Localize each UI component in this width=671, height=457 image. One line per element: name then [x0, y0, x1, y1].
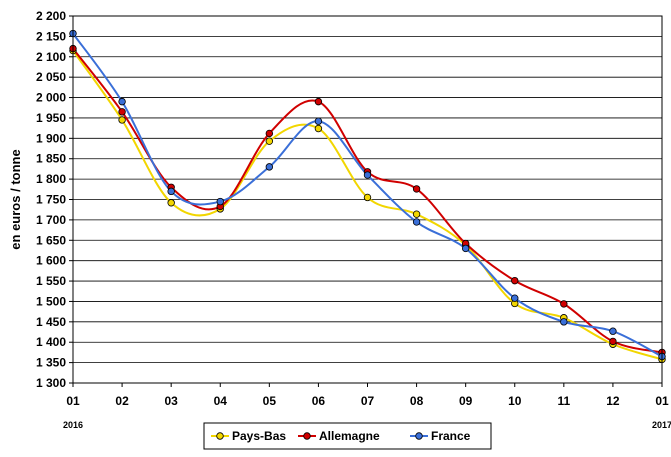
y-tick-label: 1 600 — [36, 254, 66, 268]
y-tick-label: 1 550 — [36, 274, 66, 288]
legend-label-allemagne: Allemagne — [319, 429, 380, 443]
y-tick-label: 1 650 — [36, 233, 66, 247]
data-point-france — [511, 294, 519, 302]
data-point-pays-bas — [118, 116, 126, 124]
x-tick-label: 10 — [508, 394, 522, 408]
x-tick-label: 06 — [312, 394, 326, 408]
data-point-allemagne — [511, 276, 519, 285]
legend-marker-pays-bas — [216, 432, 224, 440]
y-tick-label: 1 500 — [36, 294, 66, 308]
data-point-allemagne — [412, 185, 421, 193]
y-tick-label: 1 750 — [36, 193, 66, 207]
y-tick-label: 1 900 — [36, 131, 66, 145]
data-point-allemagne — [609, 337, 617, 346]
data-point-france — [363, 171, 372, 179]
data-point-france — [609, 327, 617, 335]
y-tick-label: 1 950 — [36, 111, 66, 125]
x-tick-label: 03 — [164, 394, 178, 408]
x-tick-label: 02 — [115, 394, 129, 408]
x-tick-label: 01 — [66, 394, 80, 408]
data-point-france — [167, 187, 175, 196]
legend-box — [203, 422, 492, 450]
y-axis-ticks: 1 300 1 350 1 400 1 450 1 500 1 550 1 600 1 650… — [36, 9, 73, 390]
x-tick-label: 07 — [361, 394, 375, 408]
data-point-france — [265, 163, 274, 171]
legend-marker-allemagne — [303, 432, 311, 440]
data-point-pays-bas — [314, 124, 323, 133]
y-axis-label: en euros / tonne — [8, 149, 23, 249]
data-point-france — [461, 244, 470, 253]
y-tick-label: 1 850 — [36, 152, 66, 166]
data-point-allemagne — [265, 129, 274, 138]
data-point-pays-bas — [412, 210, 421, 218]
y-tick-label: 1 700 — [36, 213, 66, 227]
x-axis-ticks: 01 02 03 04 05 06 07 08 09 10 11 12 01 2016 2017 — [63, 383, 671, 430]
data-point-france — [314, 117, 323, 125]
data-point-allemagne — [560, 300, 568, 308]
x-tick-label: 11 — [557, 394, 570, 408]
x-tick-label: 08 — [410, 394, 424, 408]
x-tick-label: 12 — [606, 394, 620, 408]
x-tick-label: 01 — [655, 394, 669, 408]
data-point-france — [216, 197, 224, 206]
x-tick-label: 09 — [459, 394, 473, 408]
legend: Pays-Bas Allemagne France — [203, 422, 492, 450]
x-tick-label: 04 — [214, 394, 228, 408]
year-label: 2017 — [652, 420, 671, 430]
y-tick-label: 2 200 — [36, 9, 66, 23]
legend-marker-france — [415, 432, 423, 440]
data-point-allemagne — [314, 97, 323, 106]
y-tick-label: 2 100 — [36, 50, 66, 64]
series-line-pays-bas — [72, 50, 663, 361]
year-label: 2016 — [63, 420, 83, 430]
data-point-france — [412, 218, 421, 226]
data-point-france — [118, 97, 126, 106]
y-tick-label: 1 800 — [36, 172, 66, 186]
data-point-pays-bas — [265, 137, 274, 145]
data-point-pays-bas — [363, 193, 372, 202]
y-tick-label: 2 000 — [36, 91, 66, 105]
data-point-allemagne — [118, 108, 126, 116]
grid — [73, 15, 662, 384]
data-point-france — [560, 318, 568, 326]
legend-label-france: France — [431, 429, 471, 443]
x-tick-label: 05 — [263, 394, 277, 408]
y-tick-label: 1 300 — [36, 376, 66, 390]
data-point-pays-bas — [167, 199, 175, 207]
y-tick-label: 2 050 — [36, 70, 66, 84]
legend-label-pays-bas: Pays-Bas — [232, 429, 286, 443]
y-tick-label: 1 450 — [36, 315, 66, 329]
series-points — [69, 29, 666, 364]
y-tick-label: 1 350 — [36, 356, 66, 370]
y-tick-label: 1 400 — [36, 335, 66, 349]
y-tick-label: 2 150 — [36, 29, 66, 43]
plot-area — [72, 15, 663, 384]
